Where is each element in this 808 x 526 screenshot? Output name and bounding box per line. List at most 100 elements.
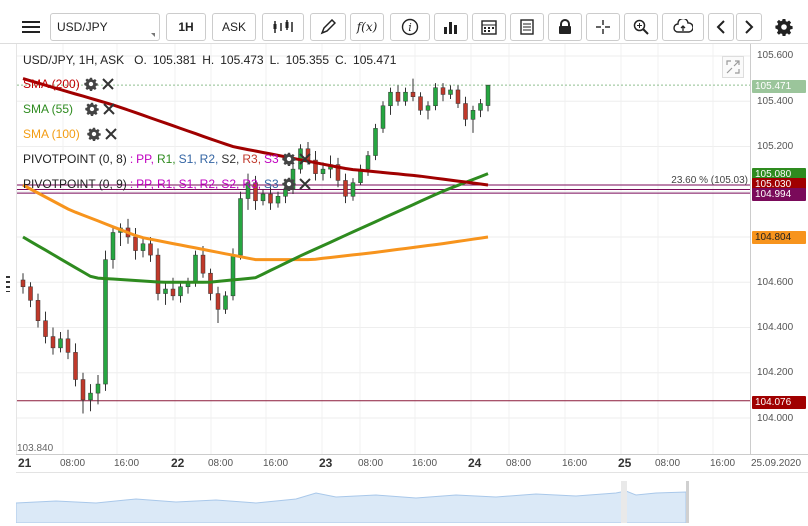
navigator-chart [15, 481, 689, 524]
candle [373, 128, 378, 156]
calendar-button[interactable] [472, 13, 506, 41]
chevron-right-icon [745, 20, 754, 34]
lock-button[interactable] [548, 13, 582, 41]
pivot2-r2: R2, [199, 177, 219, 191]
news-button[interactable] [510, 13, 544, 41]
indicator-pivotpoint-1[interactable]: PIVOTPOINT (0, 8) : PP, R1, S1, R2, S2, … [23, 152, 311, 166]
indicator-pivotpoint-2[interactable]: PIVOTPOINT (0, 9) : PP, R1, S1, R2, S2, … [23, 177, 311, 191]
calendar-icon [481, 20, 497, 35]
pivot1-s3: S3 [264, 152, 279, 166]
symbol-selector[interactable]: USD/JPY [50, 13, 160, 41]
scroll-right-button[interactable] [736, 13, 762, 41]
candle [28, 286, 33, 301]
gear-icon[interactable] [87, 127, 101, 141]
candle [440, 87, 446, 95]
gear-icon[interactable] [85, 102, 99, 116]
info-icon: i [401, 18, 419, 36]
candle [410, 91, 416, 97]
candle [485, 84, 491, 106]
candle [50, 336, 56, 349]
candle [478, 103, 483, 111]
zoom-button[interactable] [624, 13, 658, 41]
symbol-label: USD/JPY [57, 20, 108, 34]
sma200-price-tag: 105.030 [752, 178, 806, 191]
candle [230, 254, 236, 297]
pivot1-s2: S2, [221, 152, 240, 166]
draw-tool-button[interactable] [310, 13, 346, 41]
pivot1-r2: R2, [199, 152, 219, 166]
crosshair-icon [596, 20, 610, 34]
timeframe-button[interactable]: 1H [166, 13, 206, 41]
close-label: C. [335, 53, 348, 67]
left-price-label: 103.840 [17, 443, 54, 454]
candle [80, 379, 86, 401]
expand-icon [726, 60, 740, 74]
sma100-price-tag: 104.804 [752, 231, 806, 244]
timeframe-label: 1H [178, 20, 194, 34]
candle [35, 300, 41, 321]
close-value: 105.471 [353, 53, 397, 67]
fibonacci-label: 23.60 % (105.03) [671, 175, 748, 186]
candle [163, 288, 168, 294]
candle [193, 254, 198, 283]
candle [238, 198, 243, 256]
sma55-line [22, 172, 489, 284]
price-type-button[interactable]: ASK [212, 13, 256, 41]
fx-label: f(x) [356, 20, 378, 34]
cloud-button[interactable] [662, 13, 704, 41]
chart-type-button[interactable] [262, 13, 304, 41]
close-icon[interactable] [104, 128, 117, 140]
settings-button[interactable] [770, 13, 798, 41]
candle [43, 320, 48, 337]
chart-area[interactable]: USD/JPY, 1H, ASK O. 105.381 H. 105.473 L. 1… [16, 44, 751, 488]
gear-icon[interactable] [282, 152, 296, 166]
candle [65, 338, 71, 353]
candle [133, 236, 138, 251]
close-icon[interactable] [101, 78, 114, 90]
candle [200, 254, 206, 274]
fullscreen-button[interactable] [722, 56, 744, 78]
close-icon[interactable] [299, 153, 311, 165]
close-icon[interactable] [103, 103, 115, 115]
high-label: H. [202, 53, 215, 67]
time-axis[interactable]: 21 08:00 16:00 22 08:00 16:00 23 08:00 1… [16, 454, 808, 472]
indicator-sma200[interactable]: SMA (200) [23, 77, 114, 91]
close-icon[interactable] [299, 178, 311, 190]
candle [275, 196, 281, 204]
x-tick: 08:00 [208, 458, 234, 469]
pivot2-name: PIVOTPOINT (0, 9) [23, 177, 127, 191]
crosshair-button[interactable] [586, 13, 620, 41]
drag-handle-icon[interactable] [6, 276, 10, 292]
gear-icon[interactable] [282, 177, 296, 191]
indicator-sma55[interactable]: SMA (55) [23, 102, 115, 116]
info-button[interactable]: i [390, 13, 430, 41]
scroll-left-button[interactable] [708, 13, 734, 41]
dropdown-caret-icon [151, 33, 155, 37]
price-chart[interactable] [17, 44, 751, 454]
x-tick: 25.09.2020 [751, 458, 802, 469]
x-tick: 21 [18, 456, 32, 470]
navigator-panel[interactable] [15, 472, 808, 524]
price-axis[interactable]: 105.600 105.400 105.200 104.600 104.400 … [750, 44, 808, 454]
candle [313, 159, 318, 174]
cloud-upload-icon [673, 19, 693, 33]
candle [463, 103, 468, 120]
candle [178, 286, 183, 297]
pivot2-s3: S3 [264, 177, 279, 191]
gear-icon[interactable] [84, 77, 98, 91]
candle [470, 110, 476, 120]
candle [223, 295, 228, 310]
y-tick: 105.400 [757, 96, 794, 107]
left-panel-edge [0, 44, 16, 472]
y-tick: 105.600 [757, 50, 794, 61]
indicators-button[interactable]: f(x) [350, 13, 384, 41]
volume-button[interactable] [434, 13, 468, 41]
x-tick: 16:00 [263, 458, 289, 469]
candle [335, 164, 341, 181]
menu-button[interactable] [16, 13, 46, 41]
low-value: 105.355 [285, 53, 330, 67]
candle [418, 96, 423, 111]
candle [388, 91, 393, 107]
indicator-sma100[interactable]: SMA (100) [23, 127, 117, 141]
candle [170, 288, 176, 297]
